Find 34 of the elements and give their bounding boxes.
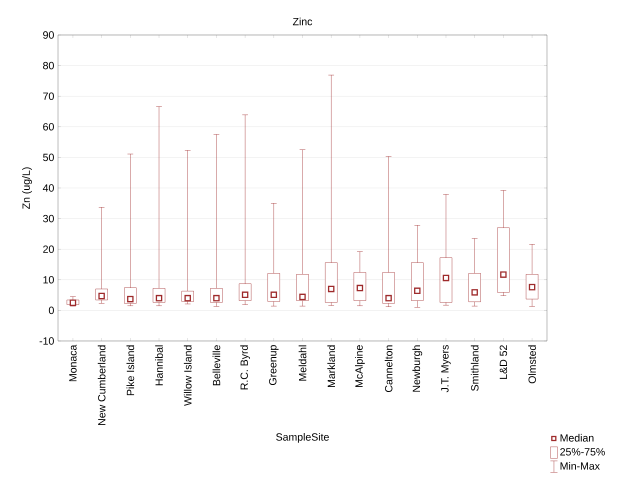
x-tick-label: Monaca [69, 344, 77, 382]
text: Min-Max [560, 462, 600, 470]
x-tick-label: L&D 52 [500, 345, 508, 379]
x-tick-label: Belleville [212, 345, 220, 386]
y-tick-label: 40 [42, 184, 54, 192]
x-tick-label: New Cumberland [98, 345, 106, 425]
x-tick-label: McAlpine [355, 345, 365, 388]
y-axis-title: Zn (ug/L) [22, 167, 32, 209]
x-tick-label: Olmsted [528, 345, 536, 384]
x-tick-label: Markland [327, 345, 336, 388]
y-tick-label: 70 [43, 92, 54, 100]
x-tick-label: Greenup [269, 345, 279, 386]
x-tick-label: Cannelton [384, 345, 392, 392]
x-tick-label: Hannibal [155, 345, 163, 386]
y-tick-label: 10 [43, 276, 54, 284]
x-tick-label: Pike Island [126, 345, 134, 396]
text: 25%-75% [560, 448, 605, 456]
x-tick-label: J.T. Myers [441, 345, 451, 392]
y-tick-label: 80 [43, 62, 54, 70]
y-tick-label: 60 [43, 123, 54, 131]
y-tick-label: 20 [43, 245, 54, 253]
x-tick-label: R.C. Byrd [240, 345, 250, 390]
x-tick-label: Newburgh [412, 345, 422, 392]
y-tick-label: 50 [43, 154, 54, 162]
y-tick-label: 30 [43, 214, 54, 222]
chart-title: Zinc [292, 18, 312, 26]
x-tick-label: Meldahl [298, 345, 306, 381]
y-tick-label: 90 [43, 31, 54, 39]
x-tick-label: Willow Island [184, 345, 192, 406]
x-axis-title: SampleSite [276, 433, 329, 443]
y-tick-label: -10 [40, 337, 54, 345]
text: Median [560, 434, 594, 442]
y-tick-label: 0 [48, 306, 54, 314]
x-tick-label: Smithland [470, 345, 479, 391]
